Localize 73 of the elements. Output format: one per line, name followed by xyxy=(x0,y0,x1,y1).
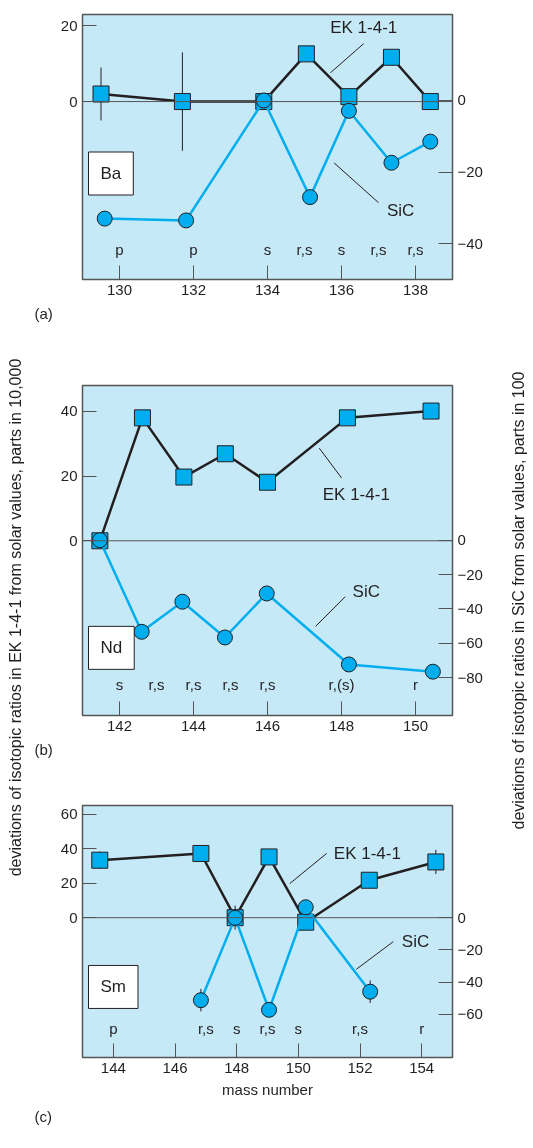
legend-label: EK 1-4-1 xyxy=(322,484,390,504)
y2-tick-label: 0 xyxy=(457,531,466,549)
x-tick-label: 146 xyxy=(254,716,281,734)
text: (b) xyxy=(34,740,53,758)
x-tick-label: 144 xyxy=(100,1058,126,1076)
annotation: r,s xyxy=(296,241,313,259)
annotation: Ba xyxy=(100,164,122,183)
y2-axis-title: deviations of isotopic ratios in SiC from solar values, parts in 100 xyxy=(510,371,527,830)
y-tick-label: 40 xyxy=(60,839,78,857)
annotation: r,s xyxy=(259,1020,276,1038)
annotation: s xyxy=(115,676,124,694)
annotation: r,s xyxy=(352,1020,368,1038)
annotation: s xyxy=(337,241,346,259)
x-axis-title: mass number xyxy=(222,1080,313,1098)
x-tick-label: 150 xyxy=(402,716,429,734)
annotation: s xyxy=(263,241,272,259)
y2-tick-label: −60 xyxy=(457,634,483,652)
x-tick-label: 150 xyxy=(285,1058,311,1076)
text: (a) xyxy=(34,304,53,322)
x-tick-label: 152 xyxy=(347,1058,373,1076)
annotation: p xyxy=(115,241,124,259)
y-tick-label: 20 xyxy=(60,467,78,485)
y2-tick-label: −60 xyxy=(457,1005,483,1023)
y2-tick-label: 0 xyxy=(457,91,466,109)
annotation: r,s xyxy=(197,1020,214,1038)
text: SiC xyxy=(401,932,430,952)
y-axis-title: deviations of isotopic ratios in EK 1-4-1 from solar values, parts in 10,000 xyxy=(7,358,24,877)
annotation: r,s xyxy=(185,676,202,694)
annotation: p xyxy=(109,1020,118,1038)
series-label: EK 1-4-1 xyxy=(333,843,401,863)
x-tick-label: 154 xyxy=(409,1058,435,1076)
annotation: r xyxy=(413,676,418,694)
annotation: r,s xyxy=(259,676,276,694)
annotation: r,s xyxy=(407,241,424,259)
x-tick-label: 130 xyxy=(106,280,133,298)
x-tick-label: 138 xyxy=(402,280,429,298)
x-tick-label: 144 xyxy=(180,716,207,734)
y-tick-label: 60 xyxy=(60,805,78,823)
x-tick-label: 134 xyxy=(254,280,281,298)
series-label: EK 1-4-1 xyxy=(330,18,398,38)
annotation: s xyxy=(232,1020,241,1038)
y-tick-label: 20 xyxy=(60,874,78,892)
y2-tick-label: −80 xyxy=(457,668,483,686)
annotation: r,s xyxy=(370,241,387,259)
annotation: p xyxy=(189,241,198,259)
y2-tick-label: 0 xyxy=(457,908,466,926)
text: (c) xyxy=(34,1107,52,1125)
series-label: SiC xyxy=(387,201,415,221)
annotation: Sm xyxy=(100,977,126,997)
y2-tick-label: −40 xyxy=(457,599,483,617)
annotation: r,s xyxy=(222,676,239,694)
annotation: s xyxy=(294,1020,303,1038)
y-tick-label: 0 xyxy=(69,92,78,110)
x-tick-label: 148 xyxy=(328,716,355,734)
x-tick-label: 136 xyxy=(328,280,355,298)
y2-tick-label: −40 xyxy=(457,234,483,252)
y-tick-label: 20 xyxy=(60,16,78,34)
y2-tick-label: −20 xyxy=(457,163,483,181)
x-tick-label: 148 xyxy=(224,1058,250,1076)
y2-tick-label: −40 xyxy=(457,973,483,991)
annotation: r,(s) xyxy=(328,676,355,694)
y2-tick-label: −20 xyxy=(457,940,483,958)
annotation: r xyxy=(419,1020,425,1038)
y2-tick-label: −20 xyxy=(457,565,483,583)
y-tick-label: 40 xyxy=(60,402,78,420)
annotation: Nd xyxy=(100,638,123,658)
text: SiC xyxy=(352,582,380,602)
x-tick-label: 146 xyxy=(162,1058,188,1076)
x-tick-label: 132 xyxy=(180,280,207,298)
annotation: r,s xyxy=(148,676,165,694)
x-tick-label: 142 xyxy=(106,716,133,734)
y-tick-label: 0 xyxy=(69,908,78,926)
y-tick-label: 0 xyxy=(69,531,78,549)
